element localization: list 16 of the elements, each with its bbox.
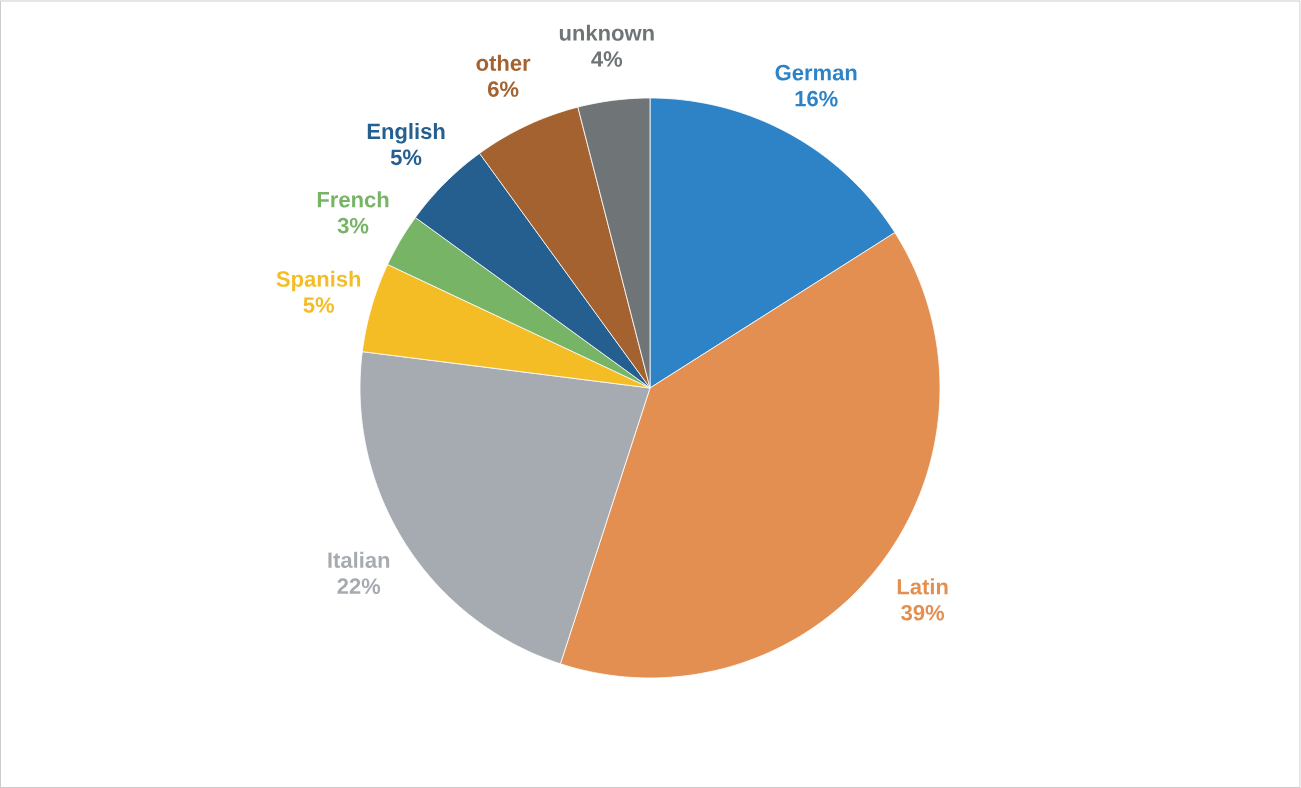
slice-label: Spanish <box>276 270 361 292</box>
slice-label: Latin <box>897 578 948 595</box>
data-label: 39% <box>901 604 945 621</box>
data-label: 16% <box>795 90 838 107</box>
slice-label: French <box>317 191 389 208</box>
data-label: 5% <box>303 297 335 313</box>
slice-label: other <box>476 54 531 71</box>
data-label: 4% <box>591 51 623 67</box>
slice-label: unknown <box>559 24 654 41</box>
slice-label: German <box>775 64 857 81</box>
data-label: 5% <box>390 149 422 166</box>
data-label: 22% <box>337 578 381 594</box>
slice-label: Italian <box>328 551 390 568</box>
data-label: 3% <box>337 217 369 234</box>
data-label: 6% <box>488 81 519 97</box>
slice-label: English <box>367 122 445 144</box>
